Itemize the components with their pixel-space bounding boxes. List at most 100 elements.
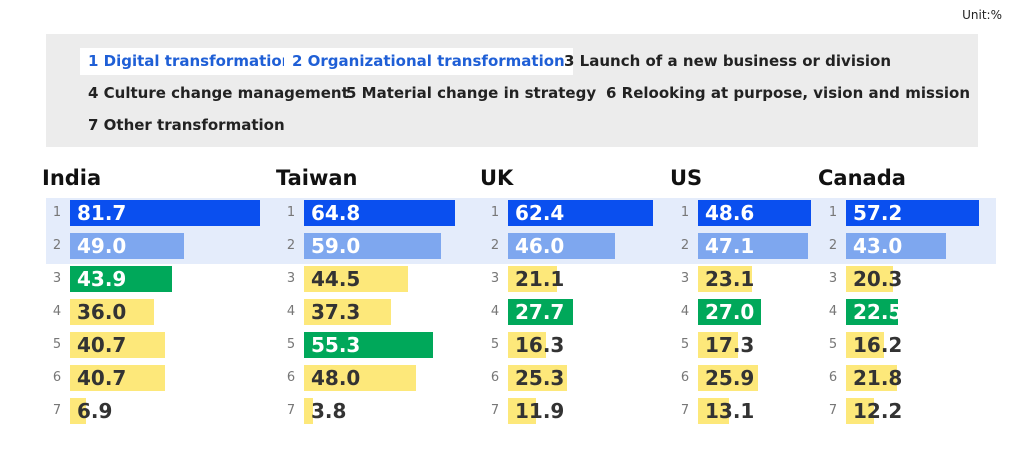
row-number: 3	[286, 271, 296, 286]
row-number: 4	[490, 304, 500, 319]
bar	[70, 332, 165, 358]
bar	[70, 365, 165, 391]
row-number: 4	[828, 304, 838, 319]
row-number: 6	[490, 370, 500, 385]
row-number: 1	[490, 205, 500, 220]
country-title: Taiwan	[276, 166, 358, 190]
bar	[698, 332, 738, 358]
bar	[508, 365, 567, 391]
value-label: 22.5	[853, 300, 903, 324]
row-number: 1	[828, 205, 838, 220]
bar	[70, 266, 172, 292]
country-title: India	[42, 166, 102, 190]
legend-item-2: 2 Organizational transformation	[284, 48, 573, 75]
bar	[70, 299, 154, 325]
bar	[508, 266, 557, 292]
value-label: 13.1	[705, 399, 755, 423]
value-label: 47.1	[705, 234, 755, 258]
value-label: 16.2	[853, 333, 903, 357]
row-number: 2	[286, 238, 296, 253]
row-number: 3	[52, 271, 62, 286]
value-label: 21.8	[853, 366, 903, 390]
value-label: 25.3	[515, 366, 565, 390]
row-number: 7	[286, 403, 296, 418]
value-label: 40.7	[77, 366, 127, 390]
bar	[846, 398, 874, 424]
row-number: 7	[490, 403, 500, 418]
value-label: 3.8	[311, 399, 347, 423]
value-label: 55.3	[311, 333, 361, 357]
bar	[304, 299, 391, 325]
bar	[698, 233, 808, 259]
row-number: 3	[490, 271, 500, 286]
row-number: 7	[52, 403, 62, 418]
value-label: 59.0	[311, 234, 361, 258]
bar	[304, 332, 433, 358]
row-number: 2	[828, 238, 838, 253]
row-number: 4	[286, 304, 296, 319]
bar	[846, 233, 946, 259]
row-number: 5	[680, 337, 690, 352]
row-number: 2	[52, 238, 62, 253]
value-label: 44.5	[311, 267, 361, 291]
row-number: 2	[490, 238, 500, 253]
value-label: 27.0	[705, 300, 755, 324]
row-number: 6	[286, 370, 296, 385]
value-label: 6.9	[77, 399, 113, 423]
value-label: 64.8	[311, 201, 361, 225]
row-number: 1	[680, 205, 690, 220]
row-number: 6	[52, 370, 62, 385]
value-label: 21.1	[515, 267, 565, 291]
country-title: UK	[480, 166, 514, 190]
value-label: 27.7	[515, 300, 565, 324]
bar	[304, 200, 455, 226]
bar	[304, 266, 408, 292]
legend-item-6: 6 Relooking at purpose, vision and missi…	[606, 84, 970, 102]
value-label: 43.9	[77, 267, 127, 291]
bar	[846, 299, 898, 325]
value-label: 12.2	[853, 399, 903, 423]
value-label: 16.3	[515, 333, 565, 357]
value-label: 48.6	[705, 201, 755, 225]
value-label: 46.0	[515, 234, 565, 258]
bar	[508, 398, 536, 424]
legend-item-4: 4 Culture change management	[88, 84, 349, 102]
legend-item-3: 3 Launch of a new business or division	[564, 52, 892, 70]
row-number: 6	[680, 370, 690, 385]
bar	[508, 299, 573, 325]
bar	[846, 200, 979, 226]
country-title: Canada	[818, 166, 906, 190]
bar	[846, 266, 893, 292]
row-number: 4	[52, 304, 62, 319]
row-number: 4	[680, 304, 690, 319]
value-label: 11.9	[515, 399, 565, 423]
row-number: 5	[52, 337, 62, 352]
row-number: 1	[52, 205, 62, 220]
value-label: 62.4	[515, 201, 565, 225]
legend-item-5: 5 Material change in strategy	[346, 84, 597, 102]
bar	[698, 398, 729, 424]
bar	[304, 233, 441, 259]
value-label: 20.3	[853, 267, 903, 291]
row-number: 5	[828, 337, 838, 352]
bar	[508, 200, 653, 226]
legend-box: 1 Digital transformation 2 Organizationa…	[46, 34, 978, 147]
row-number: 1	[286, 205, 296, 220]
bar	[508, 233, 615, 259]
bar	[508, 332, 546, 358]
value-label: 23.1	[705, 267, 755, 291]
bar	[70, 398, 86, 424]
row-number: 2	[680, 238, 690, 253]
row-number: 3	[680, 271, 690, 286]
bar	[698, 365, 758, 391]
legend-item-1: 1 Digital transformation	[80, 48, 301, 75]
row-number: 7	[828, 403, 838, 418]
bar	[846, 365, 897, 391]
unit-label: Unit:%	[962, 8, 1002, 22]
row-number: 3	[828, 271, 838, 286]
value-label: 49.0	[77, 234, 127, 258]
bar	[70, 233, 184, 259]
bar	[846, 332, 884, 358]
bar	[304, 365, 416, 391]
value-label: 17.3	[705, 333, 755, 357]
